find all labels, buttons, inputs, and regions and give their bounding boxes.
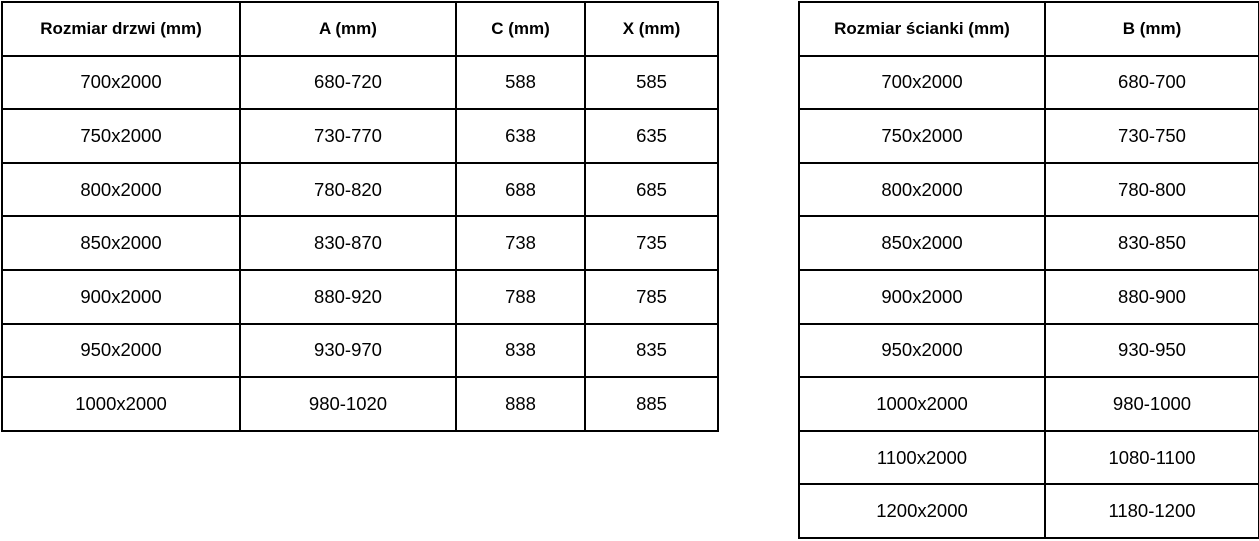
table-cell-size: 1000x2000 [1,376,241,432]
table-cell-x: 735 [584,215,719,271]
door-size-table: Rozmiar drzwi (mm) A (mm) C (mm) X (mm) … [1,1,719,432]
table-cell-c: 688 [455,161,586,218]
table-cell-a: 780-820 [239,161,457,218]
table-row: 800x2000 780-820 688 685 [1,161,719,218]
table-cell-size: 900x2000 [798,268,1046,325]
table-cell-x: 835 [584,322,719,379]
table-cell-c: 638 [455,108,586,164]
table-cell-size: 950x2000 [798,322,1046,379]
table-row: 950x2000 930-970 838 835 [1,322,719,379]
column-header-wall-size: Rozmiar ścianki (mm) [798,1,1046,57]
table-cell-x: 885 [584,376,719,432]
table-cell-b: 680-700 [1044,54,1259,111]
table-cell-size: 800x2000 [798,161,1046,218]
table-cell-c: 738 [455,215,586,271]
table-row: 750x2000 730-750 [798,108,1259,164]
table-cell-x: 585 [584,54,719,111]
table-row: 700x2000 680-720 588 585 [1,54,719,111]
table-cell-size: 800x2000 [1,161,241,218]
table-row: 900x2000 880-900 [798,268,1259,325]
table-row: 850x2000 830-870 738 735 [1,215,719,271]
table-cell-size: 1100x2000 [798,429,1046,486]
table-cell-c: 788 [455,268,586,325]
table-row: 1000x2000 980-1020 888 885 [1,376,719,432]
table-cell-size: 950x2000 [1,322,241,379]
table-cell-c: 838 [455,322,586,379]
column-header-a: A (mm) [239,1,457,57]
table-row: 700x2000 680-700 [798,54,1259,111]
table-cell-a: 680-720 [239,54,457,111]
table-cell-b: 930-950 [1044,322,1259,379]
table-cell-a: 930-970 [239,322,457,379]
table-cell-size: 700x2000 [1,54,241,111]
table-cell-a: 980-1020 [239,376,457,432]
door-table-header: Rozmiar drzwi (mm) A (mm) C (mm) X (mm) [1,1,719,57]
table-cell-c: 588 [455,54,586,111]
table-cell-a: 830-870 [239,215,457,271]
table-row: 1100x2000 1080-1100 [798,429,1259,486]
table-cell-x: 635 [584,108,719,164]
table-cell-size: 900x2000 [1,268,241,325]
table-cell-size: 850x2000 [798,215,1046,271]
table-cell-b: 1180-1200 [1044,483,1259,539]
table-cell-b: 880-900 [1044,268,1259,325]
table-row: 900x2000 880-920 788 785 [1,268,719,325]
table-cell-x: 785 [584,268,719,325]
table-cell-size: 750x2000 [1,108,241,164]
wall-size-table: Rozmiar ścianki (mm) B (mm) 700x2000 680… [798,1,1259,539]
door-table-body: 700x2000 680-720 588 585 750x2000 730-77… [1,54,719,432]
wall-table-body: 700x2000 680-700 750x2000 730-750 800x20… [798,54,1259,539]
table-row: 800x2000 780-800 [798,161,1259,218]
table-cell-a: 730-770 [239,108,457,164]
table-cell-size: 750x2000 [798,108,1046,164]
table-cell-size: 700x2000 [798,54,1046,111]
table-cell-size: 1200x2000 [798,483,1046,539]
table-row: 950x2000 930-950 [798,322,1259,379]
table-header-row: Rozmiar drzwi (mm) A (mm) C (mm) X (mm) [1,1,719,57]
table-row: 1000x2000 980-1000 [798,376,1259,432]
table-cell-b: 830-850 [1044,215,1259,271]
table-row: 1200x2000 1180-1200 [798,483,1259,539]
table-header-row: Rozmiar ścianki (mm) B (mm) [798,1,1259,57]
table-cell-a: 880-920 [239,268,457,325]
table-row: 750x2000 730-770 638 635 [1,108,719,164]
table-cell-x: 685 [584,161,719,218]
table-cell-b: 980-1000 [1044,376,1259,432]
column-header-x: X (mm) [584,1,719,57]
column-header-b: B (mm) [1044,1,1259,57]
table-cell-b: 1080-1100 [1044,429,1259,486]
table-cell-b: 730-750 [1044,108,1259,164]
table-cell-size: 850x2000 [1,215,241,271]
table-row: 850x2000 830-850 [798,215,1259,271]
wall-table-header: Rozmiar ścianki (mm) B (mm) [798,1,1259,57]
table-cell-b: 780-800 [1044,161,1259,218]
table-cell-c: 888 [455,376,586,432]
column-header-door-size: Rozmiar drzwi (mm) [1,1,241,57]
table-cell-size: 1000x2000 [798,376,1046,432]
column-header-c: C (mm) [455,1,586,57]
